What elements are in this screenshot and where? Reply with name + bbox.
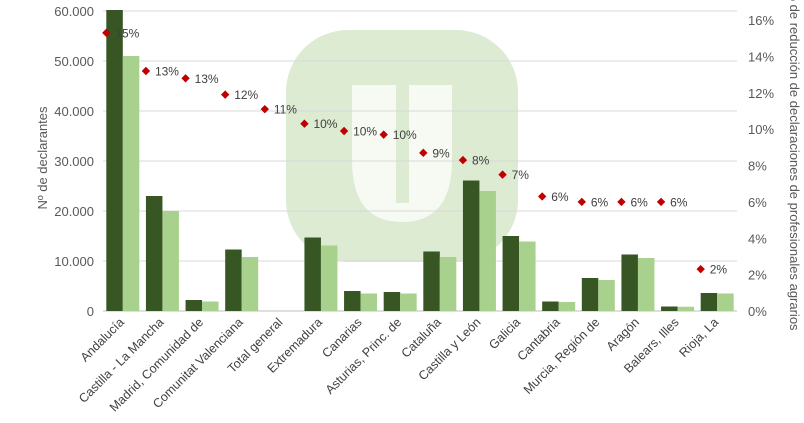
data-label: 6% xyxy=(551,190,569,204)
data-point xyxy=(458,155,468,165)
bar xyxy=(502,236,520,311)
data-label: 7% xyxy=(512,168,530,182)
data-point xyxy=(498,170,507,179)
data-point xyxy=(102,28,111,38)
category-label: Galicia xyxy=(486,315,523,352)
y-tick-label: 10.000 xyxy=(54,254,94,269)
data-label: 2% xyxy=(710,263,728,277)
bar xyxy=(162,211,179,311)
category-label: Asturias, Princ. de xyxy=(323,315,405,397)
y-axis-title: Nº de declarantes xyxy=(35,106,50,210)
data-point xyxy=(181,74,190,83)
data-label: 15% xyxy=(115,26,139,40)
data-point xyxy=(696,264,705,274)
y2-axis-ticks: 0% 2% 4% 6% 8% 10% 12% 14% 16% xyxy=(748,13,774,319)
bar xyxy=(581,278,599,311)
data-point xyxy=(141,66,151,76)
data-point xyxy=(379,130,388,139)
bar xyxy=(383,292,401,311)
data-point xyxy=(419,148,428,158)
y-tick-label: 0 xyxy=(87,304,94,319)
bar xyxy=(145,196,163,311)
data-point xyxy=(656,197,666,207)
bar xyxy=(621,254,638,311)
y-tick-label: 50.000 xyxy=(54,54,94,69)
y-axis-ticks: 0 10.000 20.000 30.000 40.000 50.000 60.000 xyxy=(54,4,94,319)
bars xyxy=(106,10,734,311)
bar xyxy=(519,241,536,311)
data-label: 10% xyxy=(353,125,377,139)
y2-tick-label: 8% xyxy=(748,159,767,174)
bar xyxy=(479,191,496,311)
y-tick-label: 20.000 xyxy=(54,204,94,219)
data-label: 10% xyxy=(393,128,417,142)
bar xyxy=(462,180,480,311)
data-label: 12% xyxy=(234,88,258,102)
y-tick-label: 40.000 xyxy=(54,104,94,119)
data-point xyxy=(339,126,349,136)
bar xyxy=(677,306,695,311)
watermark-logo xyxy=(286,30,518,262)
bar xyxy=(439,257,457,311)
y2-tick-label: 4% xyxy=(748,231,767,246)
data-label: 6% xyxy=(591,195,609,209)
markers: 15% 13% 13% 12% 11% 10% 10% 10% 9% 8% 7% 6% 6% 6% 6% 2% xyxy=(102,26,728,277)
data-point xyxy=(300,119,309,128)
bar xyxy=(106,10,123,311)
bar xyxy=(225,249,242,311)
data-point xyxy=(260,104,270,114)
y2-tick-label: 12% xyxy=(748,86,774,101)
y-tick-label: 60.000 xyxy=(54,4,94,19)
y2-tick-label: 16% xyxy=(748,13,774,28)
y2-axis-title: % de reducción de declaraciones de profe… xyxy=(787,0,802,331)
bar xyxy=(637,258,655,311)
y2-tick-label: 14% xyxy=(748,49,774,64)
category-label: Rioja, La xyxy=(677,315,722,360)
data-label: 13% xyxy=(195,72,219,86)
bar xyxy=(717,293,734,311)
y2-tick-label: 0% xyxy=(748,304,767,319)
bar xyxy=(423,251,440,311)
bar xyxy=(241,257,259,311)
bar xyxy=(400,293,417,311)
bar xyxy=(542,301,559,311)
bar xyxy=(700,293,718,311)
bar xyxy=(558,302,576,311)
bar xyxy=(202,301,219,311)
bar xyxy=(304,237,321,311)
data-label: 13% xyxy=(155,65,179,79)
y2-tick-label: 6% xyxy=(748,195,767,210)
data-point xyxy=(617,197,626,207)
data-label: 6% xyxy=(670,195,688,209)
data-label: 11% xyxy=(274,103,297,117)
y2-tick-label: 2% xyxy=(748,268,767,283)
bar xyxy=(320,245,338,311)
bar xyxy=(360,293,378,311)
bar xyxy=(661,306,678,311)
category-label: Murcia, Región de xyxy=(521,315,603,397)
data-point xyxy=(577,197,587,207)
data-label: 6% xyxy=(630,195,648,209)
data-label: 9% xyxy=(432,146,450,160)
bar xyxy=(598,280,615,311)
y2-tick-label: 10% xyxy=(748,122,774,137)
data-point xyxy=(220,90,230,99)
category-label: Aragón xyxy=(604,315,642,353)
watermark-letter-stem xyxy=(396,85,409,203)
bar xyxy=(122,56,140,311)
data-label: 10% xyxy=(313,117,337,131)
data-point xyxy=(537,192,547,201)
data-label: 8% xyxy=(472,154,490,168)
bar xyxy=(344,291,361,311)
y-tick-label: 30.000 xyxy=(54,154,94,169)
bar xyxy=(185,300,203,311)
